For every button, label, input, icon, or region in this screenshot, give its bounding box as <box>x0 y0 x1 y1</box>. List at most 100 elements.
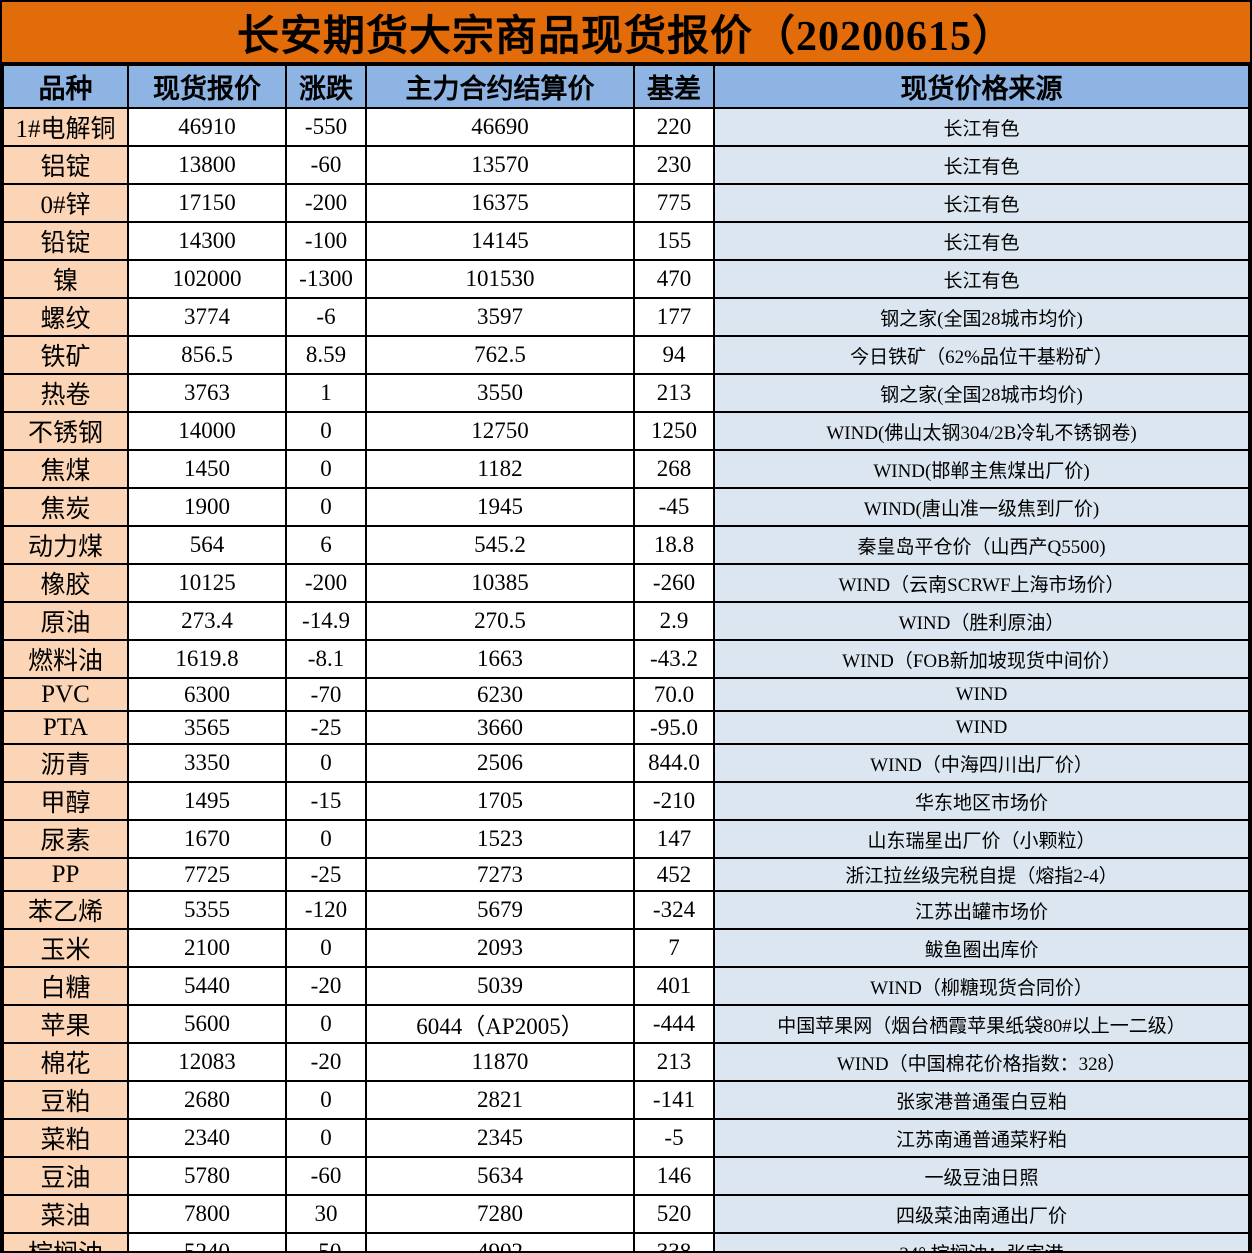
cell-basis: -95.0 <box>633 710 715 745</box>
cell-change: -20 <box>285 1042 367 1082</box>
cell-variety: PP <box>2 857 129 892</box>
table-row: 原油 273.4 -14.9 270.5 2.9 WIND（胜利原油） <box>2 601 1250 641</box>
cell-settlement: 10385 <box>365 563 635 603</box>
table-row: 燃料油 1619.8 -8.1 1663 -43.2 WIND（FOB新加坡现货中间价） <box>2 639 1250 679</box>
column-header-source: 现货价格来源 <box>713 64 1250 109</box>
cell-settlement: 5039 <box>365 966 635 1006</box>
cell-settlement: 13570 <box>365 145 635 185</box>
cell-basis: 147 <box>633 819 715 859</box>
cell-settlement: 5634 <box>365 1156 635 1196</box>
cell-source: 钢之家(全国28城市均价) <box>713 373 1250 413</box>
cell-variety: 苯乙烯 <box>2 890 129 930</box>
cell-spot: 5780 <box>127 1156 287 1196</box>
cell-variety: PTA <box>2 710 129 745</box>
cell-basis: 230 <box>633 145 715 185</box>
cell-change: -6 <box>285 297 367 337</box>
cell-source: WIND（中国棉花价格指数：328） <box>713 1042 1250 1082</box>
cell-variety: 动力煤 <box>2 525 129 565</box>
cell-spot: 3565 <box>127 710 287 745</box>
cell-change: -70 <box>285 677 367 712</box>
table-row: 豆粕 2680 0 2821 -141 张家港普通蛋白豆粕 <box>2 1080 1250 1120</box>
cell-settlement: 11870 <box>365 1042 635 1082</box>
cell-basis: 146 <box>633 1156 715 1196</box>
cell-variety: 铅锭 <box>2 221 129 261</box>
cell-variety: PVC <box>2 677 129 712</box>
cell-spot: 14300 <box>127 221 287 261</box>
cell-source: WIND（FOB新加坡现货中间价） <box>713 639 1250 679</box>
cell-settlement: 2506 <box>365 743 635 783</box>
table-row: 0#锌 17150 -200 16375 775 长江有色 <box>2 183 1250 223</box>
cell-settlement: 16375 <box>365 183 635 223</box>
cell-spot: 46910 <box>127 107 287 147</box>
table-row: PTA 3565 -25 3660 -95.0 WIND <box>2 710 1250 745</box>
cell-source: 24° 棕榈油：张家港 <box>713 1232 1250 1251</box>
cell-settlement: 1705 <box>365 781 635 821</box>
column-header-change: 涨跌 <box>285 64 367 109</box>
cell-settlement: 5679 <box>365 890 635 930</box>
table-row: 玉米 2100 0 2093 7 鲅鱼圈出库价 <box>2 928 1250 968</box>
cell-basis: 1250 <box>633 411 715 451</box>
cell-change: -20 <box>285 966 367 1006</box>
cell-change: -60 <box>285 1156 367 1196</box>
cell-variety: 豆粕 <box>2 1080 129 1120</box>
cell-basis: -260 <box>633 563 715 603</box>
cell-source: 长江有色 <box>713 221 1250 261</box>
cell-change: 0 <box>285 819 367 859</box>
table-row: PP 7725 -25 7273 452 浙江拉丝级完税自提（熔指2-4） <box>2 857 1250 892</box>
table-row: 焦炭 1900 0 1945 -45 WIND(唐山准一级焦到厂价) <box>2 487 1250 527</box>
cell-change: -120 <box>285 890 367 930</box>
cell-variety: 0#锌 <box>2 183 129 223</box>
cell-basis: 155 <box>633 221 715 261</box>
cell-settlement: 6044（AP2005） <box>365 1004 635 1044</box>
table-row: 镍 102000 -1300 101530 470 长江有色 <box>2 259 1250 299</box>
column-header-basis: 基差 <box>633 64 715 109</box>
cell-source: WIND(佛山太钢304/2B冷轧不锈钢卷) <box>713 411 1250 451</box>
cell-source: 长江有色 <box>713 259 1250 299</box>
cell-source: 一级豆油日照 <box>713 1156 1250 1196</box>
cell-source: WIND <box>713 677 1250 712</box>
cell-basis: 177 <box>633 297 715 337</box>
table-row: 1#电解铜 46910 -550 46690 220 长江有色 <box>2 107 1250 147</box>
cell-spot: 13800 <box>127 145 287 185</box>
table-row: 苹果 5600 0 6044（AP2005） -444 中国苹果网（烟台栖霞苹果纸袋80#… <box>2 1004 1250 1044</box>
cell-change: 0 <box>285 743 367 783</box>
cell-source: 浙江拉丝级完税自提（熔指2-4） <box>713 857 1250 892</box>
column-header-settlement: 主力合约结算价 <box>365 64 635 109</box>
cell-spot: 564 <box>127 525 287 565</box>
cell-change: 6 <box>285 525 367 565</box>
cell-settlement: 46690 <box>365 107 635 147</box>
cell-basis: -210 <box>633 781 715 821</box>
cell-spot: 7725 <box>127 857 287 892</box>
table-row: 棕榈油5240-50490233824° 棕榈油：张家港 <box>2 1232 1250 1251</box>
cell-source: WIND（柳糖现货合同价） <box>713 966 1250 1006</box>
table-row: 沥青 3350 0 2506 844.0 WIND（中海四川出厂价） <box>2 743 1250 783</box>
cell-basis: 470 <box>633 259 715 299</box>
cell-spot: 2100 <box>127 928 287 968</box>
cell-variety: 棉花 <box>2 1042 129 1082</box>
cell-variety: 焦炭 <box>2 487 129 527</box>
commodity-price-table: 品种 现货报价 涨跌 主力合约结算价 基差 现货价格来源 1#电解铜 46910-… <box>2 64 1250 1251</box>
cell-settlement: 2093 <box>365 928 635 968</box>
cell-variety: 燃料油 <box>2 639 129 679</box>
cell-source: 秦皇岛平仓价（山西产Q5500) <box>713 525 1250 565</box>
cell-source: WIND（云南SCRWF上海市场价） <box>713 563 1250 603</box>
cell-basis: 213 <box>633 1042 715 1082</box>
cell-basis: 2.9 <box>633 601 715 641</box>
cell-change: -200 <box>285 563 367 603</box>
cell-source: 钢之家(全国28城市均价) <box>713 297 1250 337</box>
cell-spot: 273.4 <box>127 601 287 641</box>
cell-settlement: 1182 <box>365 449 635 489</box>
cell-change: 0 <box>285 928 367 968</box>
cell-change: -50 <box>285 1232 367 1251</box>
table-row: 焦煤 1450 0 1182 268 WIND(邯郸主焦煤出厂价) <box>2 449 1250 489</box>
cell-change: -15 <box>285 781 367 821</box>
cell-spot: 3350 <box>127 743 287 783</box>
cell-settlement: 3660 <box>365 710 635 745</box>
cell-variety: 螺纹 <box>2 297 129 337</box>
cell-settlement: 3550 <box>365 373 635 413</box>
cell-spot: 5440 <box>127 966 287 1006</box>
table-row: 橡胶 10125 -200 10385 -260 WIND（云南SCRWF上海市场价） <box>2 563 1250 603</box>
cell-settlement: 7273 <box>365 857 635 892</box>
cell-variety: 焦煤 <box>2 449 129 489</box>
cell-basis: 452 <box>633 857 715 892</box>
